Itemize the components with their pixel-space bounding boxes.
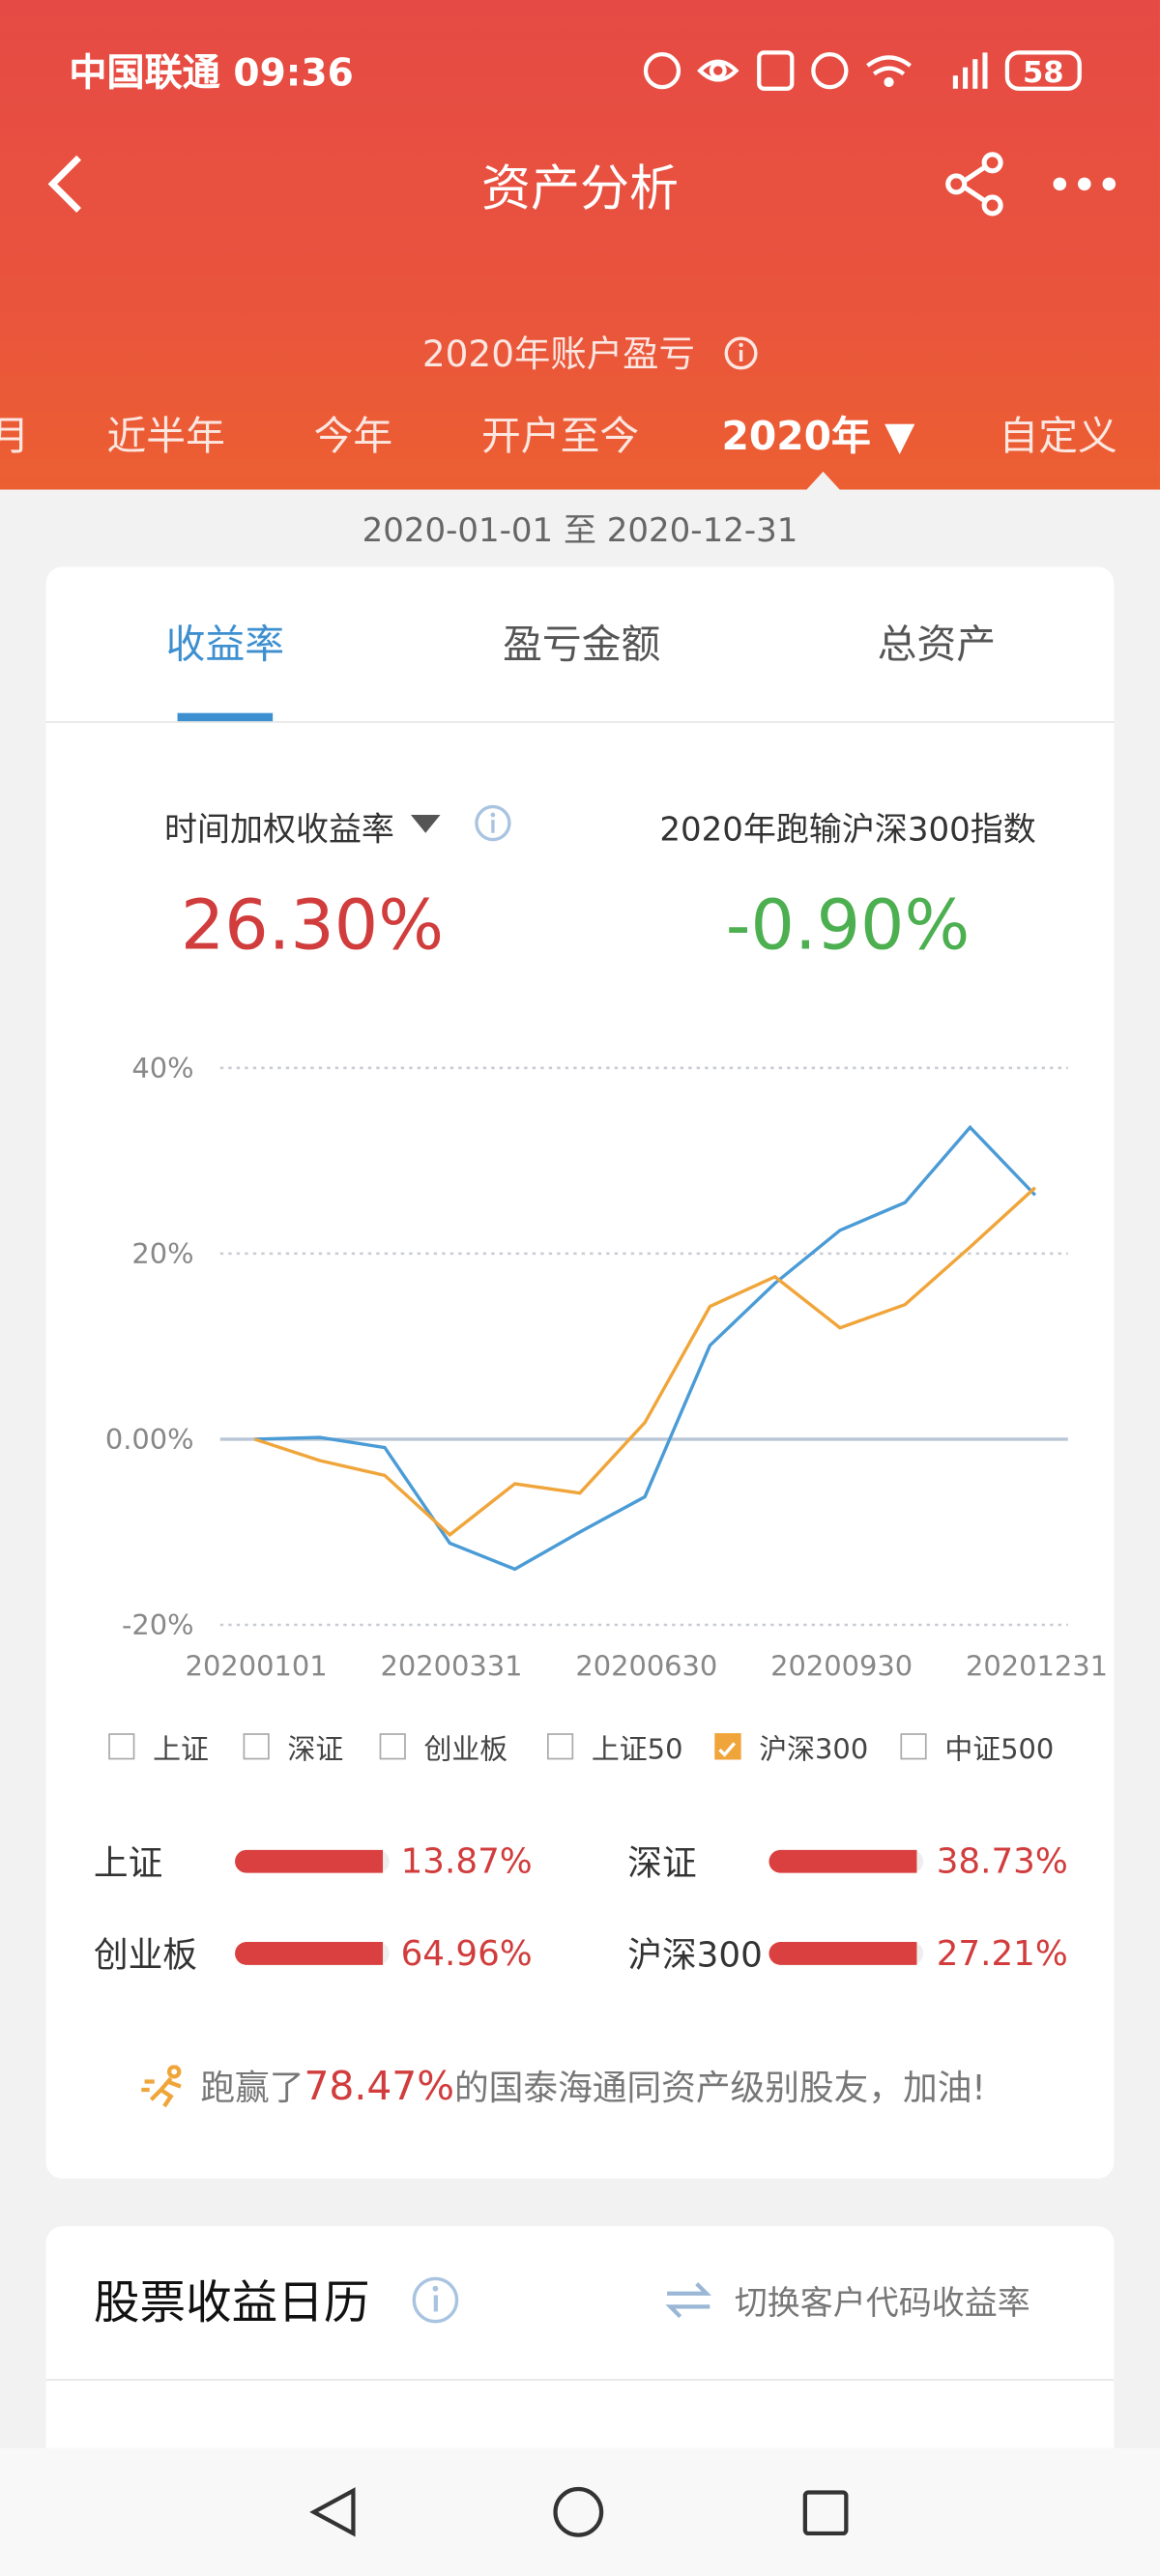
compare-label: 2020年跑输沪深300指数 [659,809,1036,849]
battery-level: 58 [1023,56,1064,90]
bar-fill [235,1942,384,1965]
option-checkbox[interactable] [108,1733,135,1760]
dropdown-arrow[interactable] [410,815,441,834]
option-checkbox[interactable] [547,1733,574,1760]
x-tick-label: 20200101 [186,1650,328,1683]
index-name: 创业板 [93,1935,197,1976]
compare-value: -0.90% [725,884,971,966]
period-tab[interactable]: 2020年 ▼ [721,413,915,460]
return-label[interactable]: 时间加权收益率 [163,809,394,849]
option-checkbox[interactable] [379,1733,406,1760]
nav-back[interactable] [309,2487,356,2537]
option-checkbox[interactable] [243,1733,270,1760]
y-tick-label: 40% [131,1052,193,1085]
returns-card [45,566,1115,2179]
nav-buttons [309,2486,849,2537]
metric-tab[interactable]: 总资产 [877,622,997,668]
account-subtitle: 2020年账户盈亏 [421,334,695,377]
nav-bar [0,2447,1160,2576]
more-button[interactable] [1052,167,1117,200]
period-tab[interactable]: 月 [0,403,30,460]
info-icon[interactable] [411,2275,460,2325]
index-return: 38.73% [936,1841,1068,1882]
metric-tab[interactable]: 收益率 [165,622,285,668]
rank-value: 78.47% [304,2063,454,2110]
bar-fill [768,1942,917,1965]
line-chart: -20% 0.00% 20% 40% 20200101 20200331 20200630 2… [105,1052,1108,1683]
period-tab[interactable]: 今年 [313,413,393,460]
tab-pointer [804,471,842,492]
index-name: 深证 [627,1843,697,1883]
index-return: 13.87% [400,1841,533,1882]
x-tick-label: 20200630 [575,1650,717,1683]
divider [45,721,1115,723]
y-tick-label: 20% [131,1237,193,1270]
option-label[interactable]: 中证500 [944,1734,1055,1768]
index-return: 27.21% [936,1933,1068,1974]
x-tick-label: 20200930 [770,1650,913,1683]
series-line [253,1186,1036,1538]
series-line [254,1124,1037,1572]
back-button[interactable] [40,151,105,217]
index-name: 上证 [93,1843,163,1883]
status-icons: 58 [643,50,1082,91]
check-mark [718,1742,737,1757]
rank-suffix: 的国泰海通同资产级别股友，加油! [453,2068,986,2108]
nav-recent[interactable] [802,2490,849,2536]
date-range: 2020-01-01 至 2020-12-31 [362,509,798,550]
info-icon[interactable] [723,335,759,371]
share-button[interactable] [943,151,1009,217]
period-tab[interactable]: 自定义 [999,413,1117,460]
option-label[interactable]: 创业板 [423,1734,508,1768]
switch-icon[interactable] [664,2280,713,2320]
status-carrier-time: 中国联通 09:36 [69,52,354,96]
rank-text: 跑赢了78.47%的国泰海通同资产级别股友，加油! [200,2062,985,2111]
runner-icon [141,2065,182,2108]
period-tab[interactable]: 近半年 [106,413,225,460]
option-label[interactable]: 上证 [153,1734,209,1768]
x-tick-label: 20201231 [966,1650,1108,1683]
info-icon[interactable] [474,803,513,843]
calendar-title: 股票收益日历 [93,2275,370,2330]
nav-home[interactable] [553,2486,604,2537]
return-value: 26.30% [180,884,445,966]
bar-fill [235,1849,384,1873]
y-tick-label: 0.00% [105,1423,194,1456]
option-label[interactable]: 深证 [287,1734,344,1768]
rank-prefix: 跑赢了 [200,2068,304,2108]
option-label[interactable]: 沪深300 [759,1734,869,1768]
period-tab[interactable]: 开户至今 [481,413,640,460]
page-title: 资产分析 [481,160,679,219]
metric-tab[interactable]: 盈亏金额 [503,622,661,668]
metric-underline [177,712,274,722]
bar-fill [768,1849,917,1873]
option-checkbox[interactable] [900,1733,927,1760]
y-tick-label: -20% [122,1608,194,1641]
option-label[interactable]: 上证50 [591,1734,683,1768]
option-checkbox[interactable] [714,1733,741,1760]
x-tick-label: 20200331 [381,1650,523,1683]
index-return: 64.96% [400,1933,533,1974]
switch-label[interactable]: 切换客户代码收益率 [734,2282,1030,2323]
divider [45,2379,1115,2381]
index-name: 沪深300 [627,1935,763,1976]
